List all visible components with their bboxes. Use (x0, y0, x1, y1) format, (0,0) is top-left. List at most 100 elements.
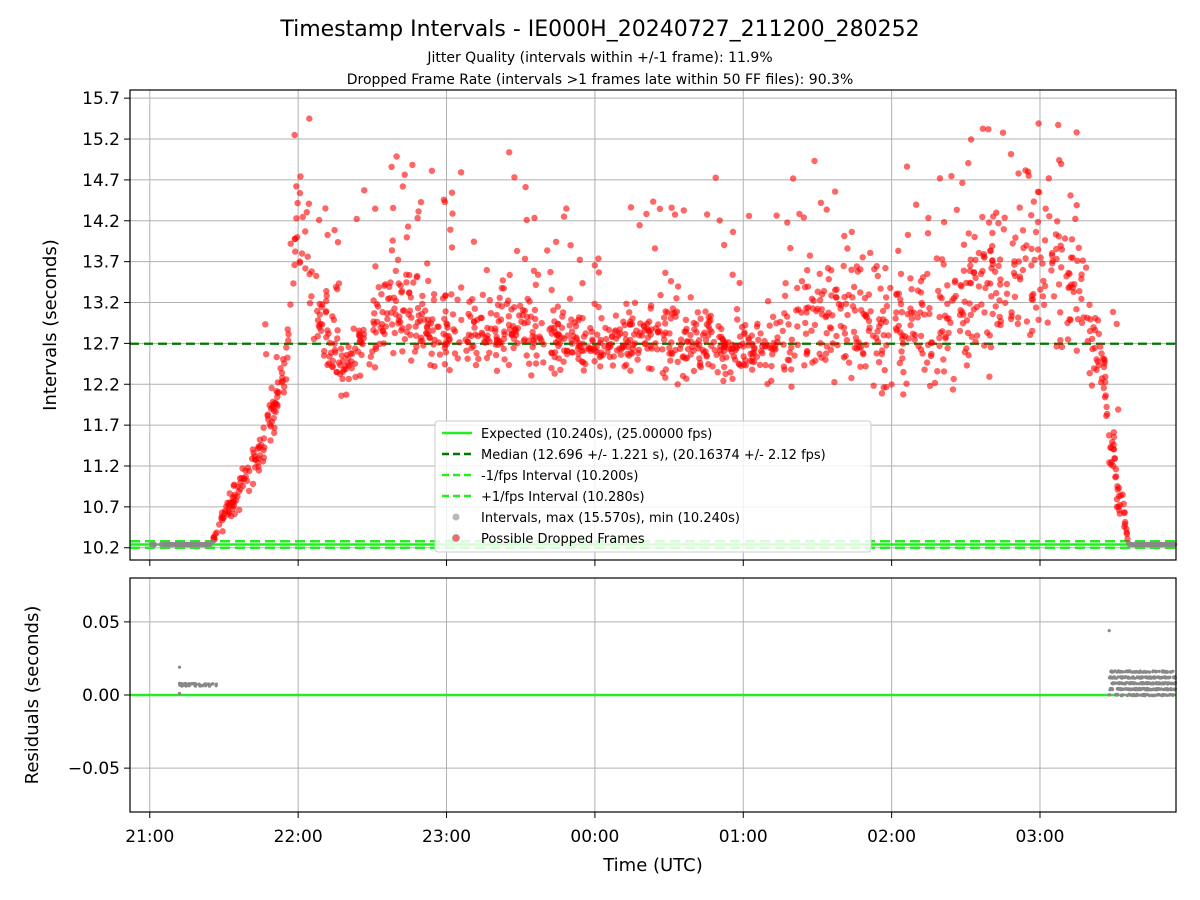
dropped-frame-point (824, 264, 832, 272)
dropped-frame-point (844, 311, 851, 319)
dropped-frame-point (695, 337, 703, 344)
dropped-frame-point (648, 345, 655, 352)
dropped-frame-point (811, 157, 818, 165)
residual-point (182, 682, 186, 687)
dropped-frame-point (956, 311, 964, 319)
dropped-frame-point (1012, 234, 1019, 241)
interval-point (1167, 541, 1173, 548)
dropped-frame-point (501, 356, 508, 363)
dropped-frame-point (825, 276, 832, 283)
dropped-frame-point (759, 350, 766, 357)
dropped-frame-point (254, 445, 261, 452)
dropped-frame-point (736, 361, 743, 368)
dropped-frame-point (532, 323, 539, 330)
dropped-frame-point (921, 311, 928, 318)
dropped-frame-point (511, 174, 518, 181)
residual-point (1107, 693, 1112, 697)
dropped-frame-point (781, 310, 788, 317)
dropped-frame-point (650, 198, 657, 205)
dropped-frame-point (1055, 233, 1063, 240)
dropped-frame-point (963, 345, 970, 352)
residual-point (1164, 669, 1168, 674)
dropped-frame-point (408, 357, 415, 364)
dropped-frame-point (616, 326, 623, 333)
dropped-frame-point (697, 363, 704, 371)
dropped-frame-point (774, 334, 781, 341)
dropped-frame-point (828, 292, 835, 299)
dropped-frame-point (1112, 473, 1120, 480)
dropped-frame-point (995, 262, 1002, 270)
dropped-frame-point (924, 341, 932, 348)
dropped-frame-point (1011, 261, 1018, 268)
dropped-frame-point (414, 304, 422, 312)
dropped-frame-point (521, 255, 529, 262)
dropped-frame-point (900, 368, 907, 376)
dropped-frame-point (351, 345, 359, 352)
dropped-frame-point (971, 233, 978, 241)
dropped-frame-point (716, 333, 723, 341)
dropped-frame-point (880, 384, 887, 391)
interval-point (1136, 541, 1143, 548)
dropped-frame-point (877, 285, 884, 292)
dropped-frame-point (378, 291, 385, 298)
residual-point (1119, 675, 1123, 679)
dropped-frame-point (908, 315, 916, 322)
residual-point (1114, 693, 1118, 697)
dropped-frame-point (1082, 264, 1090, 271)
residual-point (1128, 687, 1132, 691)
dropped-frame-point (795, 306, 802, 313)
dropped-frame-point (219, 528, 226, 535)
dropped-frame-point (814, 288, 821, 295)
dropped-frame-point (263, 351, 270, 358)
dropped-frame-point (885, 332, 892, 339)
residual-point (1120, 693, 1124, 697)
dropped-frame-point (297, 173, 304, 180)
dropped-frame-point (242, 467, 249, 474)
dropped-frame-point (547, 268, 554, 276)
dropped-frame-point (389, 237, 396, 244)
dropped-frame-point (822, 350, 830, 357)
dropped-frame-point (667, 278, 675, 285)
dropped-frame-point (449, 311, 457, 318)
dropped-frame-point (972, 274, 979, 281)
residuals-y-tick-label: −0.05 (68, 759, 120, 779)
dropped-frame-point (508, 330, 515, 338)
dropped-frame-subtitle: Dropped Frame Rate (intervals >1 frames … (347, 72, 854, 88)
dropped-frame-point (666, 344, 673, 352)
dropped-frame-point (1041, 282, 1049, 290)
dropped-frame-point (926, 304, 933, 312)
dropped-frame-point (924, 270, 931, 278)
dropped-frame-point (1049, 260, 1056, 267)
dropped-frame-point (667, 315, 674, 322)
dropped-frame-point (867, 308, 874, 315)
dropped-frame-point (1055, 281, 1063, 288)
dropped-frame-point (1016, 204, 1023, 211)
dropped-frame-point (237, 485, 244, 493)
dropped-frame-point (895, 247, 902, 254)
dropped-frame-point (958, 283, 965, 290)
residual-point (1146, 681, 1150, 685)
dropped-frame-point (823, 330, 830, 337)
dropped-frame-point (692, 321, 700, 328)
dropped-frame-point (923, 359, 931, 366)
dropped-frame-point (762, 343, 769, 350)
dropped-frame-point (238, 474, 245, 482)
dropped-frame-point (620, 342, 627, 349)
dropped-frame-point (268, 384, 275, 392)
dropped-frame-point (622, 336, 630, 343)
dropped-frame-point (441, 198, 449, 206)
dropped-frame-point (621, 330, 629, 338)
dropped-frame-point (531, 214, 538, 222)
dropped-frame-point (413, 343, 420, 350)
dropped-frame-point (827, 325, 835, 332)
residual-point (1158, 681, 1163, 685)
dropped-frame-point (682, 316, 690, 323)
dropped-frame-point (940, 261, 947, 268)
dropped-frame-point (560, 213, 568, 220)
dropped-frame-point (1057, 309, 1064, 316)
dropped-frame-point (690, 367, 698, 375)
dropped-frame-point (226, 499, 233, 506)
dropped-frame-point (917, 332, 925, 340)
dropped-frame-point (779, 327, 786, 335)
dropped-frame-point (414, 214, 421, 222)
